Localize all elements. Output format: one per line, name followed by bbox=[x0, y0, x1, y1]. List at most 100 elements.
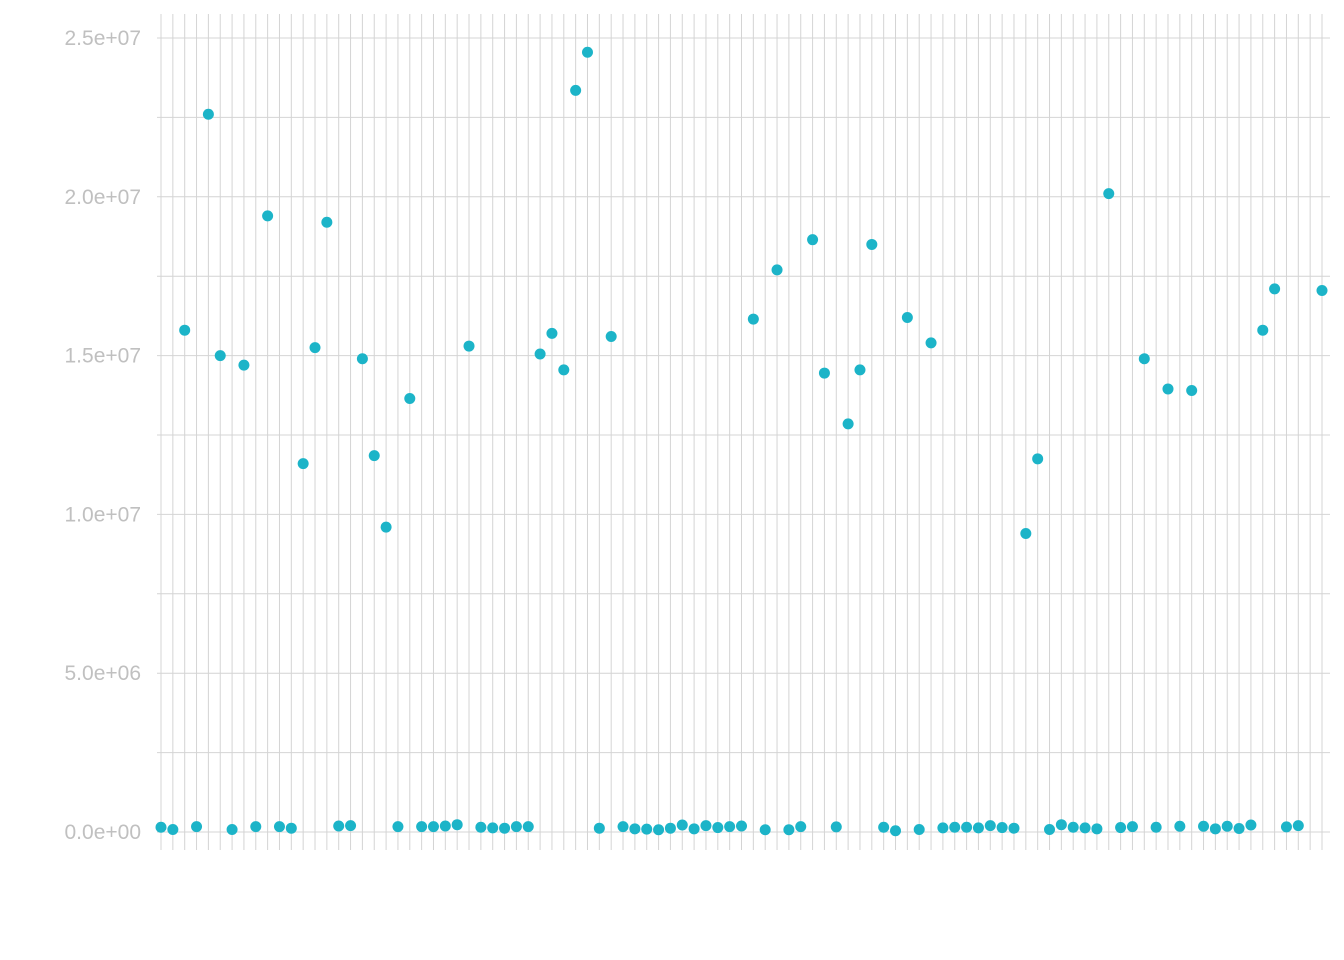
y-tick-label: 1.5e+07 bbox=[65, 345, 142, 368]
data-point bbox=[297, 458, 309, 470]
y-tick-label: 2.0e+07 bbox=[65, 186, 142, 209]
data-point bbox=[712, 822, 724, 834]
y-tick-label: 5.0e+06 bbox=[65, 662, 142, 685]
data-point bbox=[534, 348, 546, 360]
data-point bbox=[818, 367, 830, 379]
data-point bbox=[937, 822, 949, 834]
y-axis-labels: 0.0e+00 5.0e+06 1.0e+07 1.5e+07 2.0e+07 2.5e+… bbox=[65, 27, 142, 844]
data-point bbox=[688, 823, 700, 835]
data-point bbox=[273, 821, 285, 833]
data-point bbox=[285, 822, 297, 834]
data-point bbox=[724, 821, 736, 833]
data-point bbox=[368, 450, 380, 462]
data-point bbox=[1209, 823, 1221, 835]
data-point bbox=[961, 821, 973, 833]
data-point bbox=[783, 824, 795, 836]
data-point bbox=[1032, 453, 1044, 465]
data-point bbox=[1126, 821, 1138, 833]
data-point bbox=[1186, 385, 1198, 397]
data-point bbox=[155, 821, 167, 833]
data-point bbox=[380, 521, 392, 533]
data-point bbox=[499, 822, 511, 834]
data-point bbox=[1055, 819, 1067, 831]
y-tick-label: 0.0e+00 bbox=[65, 821, 142, 844]
data-point bbox=[439, 820, 451, 832]
data-point bbox=[1115, 822, 1127, 834]
data-point bbox=[309, 342, 321, 354]
data-point bbox=[854, 364, 866, 376]
data-point bbox=[1162, 383, 1174, 395]
data-point bbox=[475, 821, 487, 833]
data-point bbox=[1091, 823, 1103, 835]
y-tick-label: 1.0e+07 bbox=[65, 503, 142, 526]
data-point bbox=[629, 823, 641, 835]
data-point bbox=[463, 340, 475, 352]
data-point bbox=[1008, 822, 1020, 834]
data-point bbox=[641, 823, 653, 835]
data-point bbox=[949, 821, 961, 833]
points-group bbox=[155, 46, 1328, 837]
data-point bbox=[771, 264, 783, 276]
data-point bbox=[570, 84, 582, 96]
data-point bbox=[736, 820, 747, 832]
data-point bbox=[510, 821, 522, 833]
data-point bbox=[925, 337, 937, 349]
data-point bbox=[1044, 823, 1056, 835]
data-point bbox=[451, 819, 463, 831]
data-point bbox=[1233, 823, 1245, 835]
data-point bbox=[1103, 188, 1115, 200]
data-point bbox=[700, 820, 712, 832]
data-point bbox=[653, 824, 665, 836]
data-point bbox=[1245, 819, 1257, 831]
data-point bbox=[345, 820, 357, 832]
data-point bbox=[1280, 821, 1292, 833]
data-point bbox=[842, 418, 854, 430]
data-point bbox=[392, 821, 404, 833]
data-point bbox=[617, 821, 629, 833]
data-point bbox=[901, 311, 913, 323]
data-point bbox=[1079, 822, 1091, 834]
data-point bbox=[664, 822, 676, 834]
data-point bbox=[759, 824, 771, 836]
grid-group bbox=[157, 14, 1330, 850]
data-point bbox=[250, 821, 262, 833]
data-point bbox=[972, 822, 984, 834]
data-point bbox=[546, 327, 558, 339]
data-point bbox=[890, 825, 902, 837]
data-point bbox=[581, 46, 593, 58]
data-point bbox=[807, 234, 819, 246]
data-point bbox=[866, 238, 878, 250]
data-point bbox=[878, 821, 890, 833]
data-point bbox=[1020, 527, 1032, 539]
data-point bbox=[262, 210, 274, 222]
data-point bbox=[404, 392, 416, 404]
data-point bbox=[522, 821, 534, 833]
data-point bbox=[676, 819, 688, 831]
data-point bbox=[1174, 820, 1186, 832]
data-point bbox=[747, 313, 759, 325]
data-point bbox=[238, 359, 250, 371]
data-point bbox=[1269, 283, 1281, 295]
data-point bbox=[795, 821, 807, 833]
data-point bbox=[226, 823, 238, 835]
data-point bbox=[1067, 821, 1079, 833]
data-point bbox=[214, 350, 226, 362]
data-point bbox=[179, 324, 191, 336]
data-point bbox=[356, 353, 368, 365]
data-point bbox=[593, 822, 605, 834]
y-tick-label: 2.5e+07 bbox=[65, 27, 142, 50]
data-point bbox=[984, 820, 996, 832]
data-point bbox=[487, 822, 499, 834]
data-point bbox=[202, 108, 214, 120]
data-point bbox=[321, 216, 333, 228]
data-point bbox=[1198, 820, 1210, 832]
data-point bbox=[830, 821, 842, 833]
data-point bbox=[996, 822, 1008, 834]
data-point bbox=[427, 821, 439, 833]
data-point bbox=[416, 821, 428, 833]
data-point bbox=[1138, 353, 1150, 365]
data-point bbox=[1221, 820, 1233, 832]
data-point bbox=[1316, 284, 1328, 296]
data-point bbox=[1150, 821, 1162, 833]
